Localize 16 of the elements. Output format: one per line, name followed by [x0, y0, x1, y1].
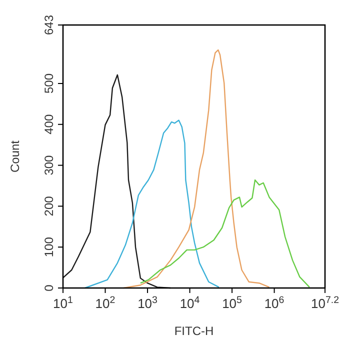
- x-tick-label: 10$^{4}$: [180, 294, 200, 311]
- y-tick-label: 300: [42, 154, 56, 176]
- y-tick-label: 200: [42, 196, 56, 216]
- x-tick-label: 10$^{6}$: [264, 294, 284, 311]
- x-tick-label: 10$^{5}$: [222, 294, 243, 311]
- y-tick-label: 643: [42, 14, 56, 36]
- x-tick-label: 10$^{1}$: [53, 294, 73, 311]
- x-axis-title: FITC-H: [174, 324, 214, 338]
- x-tick-label: 10$^{2}$: [95, 294, 116, 311]
- y-tick-label: 100: [42, 236, 56, 258]
- y-axis-title: Count: [8, 140, 22, 173]
- y-tick-label: 400: [42, 114, 56, 134]
- x-tick-label: 10$^{7.2}$: [310, 294, 340, 311]
- y-tick-label: 500: [42, 73, 56, 94]
- x-tick-label: 10$^{3}$: [138, 294, 158, 311]
- y-tick-label: 0: [42, 284, 56, 292]
